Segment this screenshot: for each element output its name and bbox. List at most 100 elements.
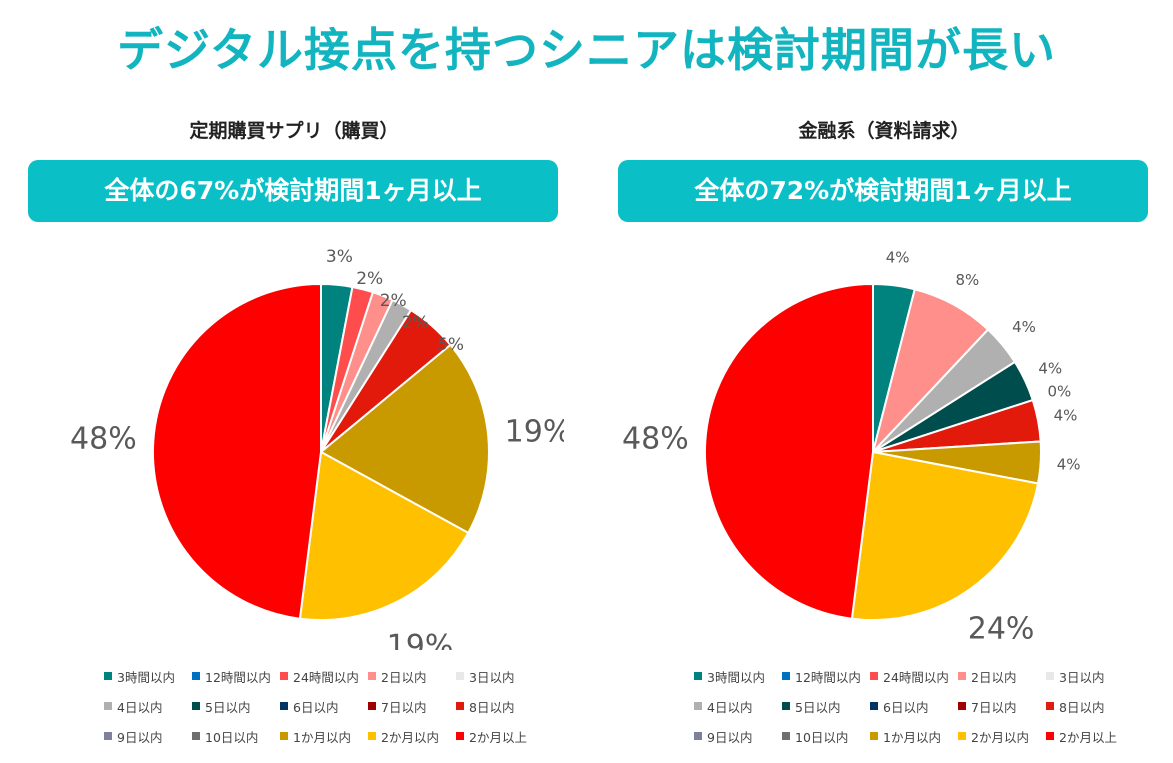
- legend-label: 6日以内: [293, 699, 339, 715]
- legend-item: 2か月以内: [958, 728, 1046, 745]
- legend-swatch: [104, 672, 112, 680]
- legend-label: 2日以内: [381, 669, 427, 685]
- legend-swatch: [694, 732, 702, 740]
- data-label: 4%: [1057, 455, 1081, 473]
- legend-label: 12時間以内: [205, 669, 271, 685]
- legend-item: 6日以内: [870, 698, 958, 715]
- pie-slice-14: [152, 282, 322, 620]
- legend-item: 8日以内: [1046, 698, 1134, 715]
- legend-item: 3時間以内: [104, 668, 192, 685]
- legend-item: 10日以内: [192, 728, 280, 745]
- legend-label: 8日以内: [1059, 699, 1105, 715]
- legend-swatch: [192, 732, 200, 740]
- legend-swatch: [782, 732, 790, 740]
- legend-swatch: [870, 672, 878, 680]
- legend-swatch: [1046, 672, 1054, 680]
- legend-item: 4日以内: [694, 698, 782, 715]
- data-label: 5%: [437, 335, 464, 355]
- legend-swatch: [1046, 732, 1054, 740]
- chart-panel-finance: 金融系（資料請求） 全体の72%が検討期間1ヶ月以上 24% 48% 4% 8% 4% 4…: [614, 110, 1154, 763]
- data-label: 48%: [70, 421, 137, 456]
- legend-item: 10日以内: [782, 728, 870, 745]
- legend-item: 7日以内: [958, 698, 1046, 715]
- legend-swatch: [870, 702, 878, 710]
- legend: 3時間以内 12時間以内 24時間以内 2日以内 3日以内 4日以内 5日以内 6日以内 7日以…: [104, 668, 554, 745]
- legend-swatch: [958, 702, 966, 710]
- legend-label: 8日以内: [469, 699, 515, 715]
- legend-item: 5日以内: [782, 698, 870, 715]
- pie-chart: 19%19%48%3%2%2%2%5%: [70, 247, 564, 650]
- legend-label: 5日以内: [795, 699, 841, 715]
- legend-swatch: [456, 672, 464, 680]
- page-title: デジタル接点を持つシニアは検討期間が長い: [116, 23, 1057, 77]
- chart-panel-supplement: 定期購買サプリ（購買） 全体の67%が検討期間1ヶ月以上 19% 19% 48% 3%…: [24, 110, 564, 763]
- legend-swatch: [280, 702, 288, 710]
- legend-label: 9日以内: [117, 729, 163, 745]
- data-label: 2%: [380, 291, 407, 311]
- legend-swatch: [192, 672, 200, 680]
- pie-slice-14: [704, 282, 874, 620]
- legend-swatch: [368, 702, 376, 710]
- legend-label: 2か月以上: [1059, 729, 1117, 745]
- legend-label: 3日以内: [469, 669, 515, 685]
- pie-slice-12: [319, 343, 491, 535]
- legend-item: 1か月以内: [870, 728, 958, 745]
- legend-item: 8日以内: [456, 698, 544, 715]
- legend-item: 7日以内: [368, 698, 456, 715]
- legend-swatch: [958, 732, 966, 740]
- data-label: 19%: [505, 415, 564, 450]
- legend-label: 2か月以内: [971, 729, 1029, 745]
- legend-label: 1か月以内: [883, 729, 941, 745]
- legend-label: 4日以内: [707, 699, 753, 715]
- legend-swatch: [104, 732, 112, 740]
- legend-label: 24時間以内: [293, 669, 359, 685]
- legend-item: 4日以内: [104, 698, 192, 715]
- data-label: 4%: [1038, 360, 1062, 378]
- data-label: 24%: [968, 611, 1035, 646]
- summary-banner: 全体の67%が検討期間1ヶ月以上: [28, 160, 558, 222]
- legend-swatch: [456, 732, 464, 740]
- legend-swatch: [192, 702, 200, 710]
- legend-label: 2日以内: [971, 669, 1017, 685]
- data-label: 4%: [886, 249, 910, 267]
- legend-item: 6日以内: [280, 698, 368, 715]
- data-label: 3%: [326, 247, 353, 267]
- legend-swatch: [280, 732, 288, 740]
- legend-label: 4日以内: [117, 699, 163, 715]
- legend-swatch: [694, 672, 702, 680]
- legend-item: 5日以内: [192, 698, 280, 715]
- legend-item: 24時間以内: [870, 668, 958, 685]
- pie-slice-13: [850, 450, 1040, 622]
- data-label: 0%: [1048, 382, 1072, 400]
- legend-swatch: [958, 672, 966, 680]
- legend-label: 10日以内: [205, 729, 259, 745]
- legend-item: 2か月以上: [1046, 728, 1134, 745]
- legend-item: 1か月以内: [280, 728, 368, 745]
- legend-swatch: [782, 672, 790, 680]
- legend-swatch: [870, 732, 878, 740]
- legend-swatch: [1046, 702, 1054, 710]
- legend-swatch: [368, 732, 376, 740]
- legend-label: 2か月以上: [469, 729, 527, 745]
- legend-label: 24時間以内: [883, 669, 949, 685]
- legend-label: 1か月以内: [293, 729, 351, 745]
- legend-item: 3日以内: [1046, 668, 1134, 685]
- data-label: 8%: [956, 271, 980, 289]
- legend-label: 3時間以内: [707, 669, 765, 685]
- legend-label: 6日以内: [883, 699, 929, 715]
- data-label: 2%: [356, 269, 383, 289]
- data-label: 48%: [622, 421, 689, 456]
- legend-label: 3時間以内: [117, 669, 175, 685]
- legend-item: 2か月以内: [368, 728, 456, 745]
- data-label: 4%: [1054, 406, 1078, 424]
- legend-item: 24時間以内: [280, 668, 368, 685]
- legend-label: 7日以内: [381, 699, 427, 715]
- legend-label: 2か月以内: [381, 729, 439, 745]
- data-label: 19%: [387, 629, 454, 650]
- legend-item: 3日以内: [456, 668, 544, 685]
- pie-slice-13: [298, 450, 470, 622]
- pie-chart: 24% 48% 4% 8% 4% 4% 0% 4% 4%: [622, 249, 1081, 647]
- legend-item: 3時間以内: [694, 668, 782, 685]
- chart-title: 金融系（資料請求）: [798, 120, 970, 142]
- summary-banner: 全体の72%が検討期間1ヶ月以上: [618, 160, 1148, 222]
